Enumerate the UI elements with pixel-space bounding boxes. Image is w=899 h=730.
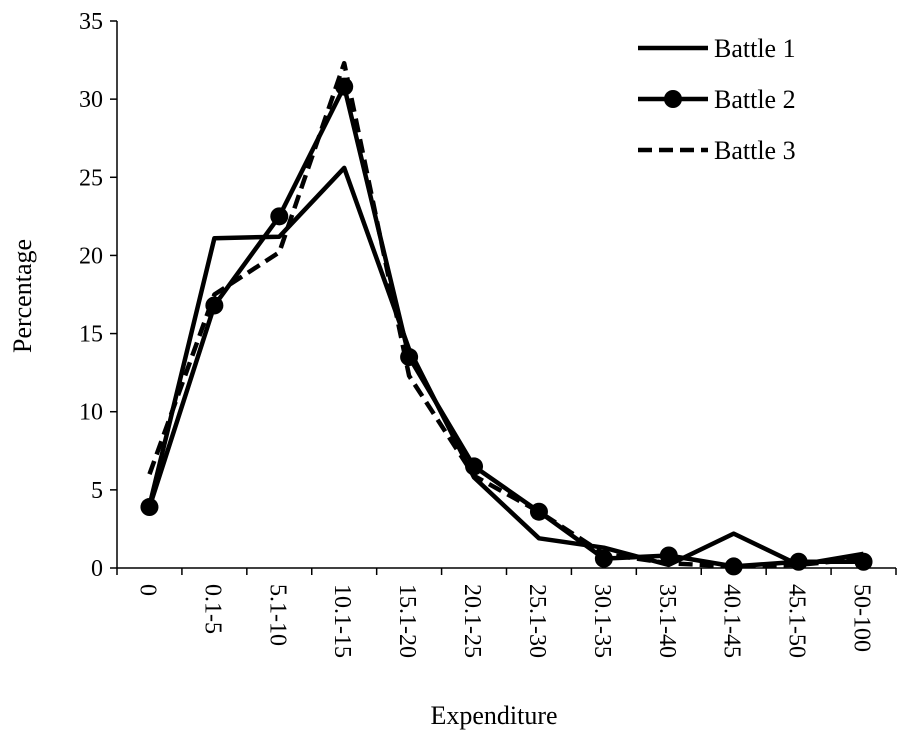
series-lines [140, 60, 873, 576]
series-2-point [140, 498, 159, 517]
x-category-label: 25.1-30 [524, 584, 550, 658]
x-axis-title: Expenditure [430, 701, 557, 730]
legend-label-2: Battle 2 [714, 85, 796, 114]
x-category-label: 40.1-45 [719, 584, 745, 658]
legend: Battle 1 Battle 2 Battle 3 [638, 34, 796, 165]
series-line-1 [147, 165, 864, 568]
series-2-point [465, 457, 484, 476]
y-tick-label: 5 [91, 478, 103, 504]
tick-labels: 0 5 10 15 20 25 30 35 0 0.1-5 5.1-10 10.1-15 15.1-20… [79, 9, 875, 658]
y-tick-label: 15 [79, 322, 103, 348]
x-category-label: 35.1-40 [654, 584, 680, 658]
x-category-label: 10.1-15 [329, 584, 355, 658]
series-2-point [659, 546, 678, 565]
x-category-label: 5.1-10 [264, 584, 290, 646]
y-tick-label: 10 [79, 400, 103, 426]
y-tick-label: 25 [79, 165, 103, 191]
y-tick-label: 30 [79, 87, 103, 113]
axes [110, 20, 897, 575]
x-category-label: 45.1-50 [784, 584, 810, 658]
y-tick-label: 35 [79, 9, 103, 35]
series-2-point [270, 207, 289, 226]
legend-label-1: Battle 1 [714, 34, 796, 63]
legend-label-3: Battle 3 [714, 136, 796, 165]
legend-marker [664, 90, 682, 108]
y-tick-label: 0 [91, 556, 103, 582]
x-category-label: 0 [134, 584, 160, 596]
y-axis-title: Percentage [8, 239, 37, 353]
x-category-label: 0.1-5 [199, 584, 225, 634]
y-tick-label: 20 [79, 243, 103, 269]
x-category-label: 20.1-25 [459, 584, 485, 658]
series-line-3 [147, 60, 864, 569]
x-category-label: 30.1-35 [589, 584, 615, 658]
series-2-point [789, 552, 808, 571]
x-category-label: 50-100 [849, 584, 875, 652]
x-category-label: 15.1-20 [394, 584, 420, 658]
series-2-point [854, 552, 873, 571]
